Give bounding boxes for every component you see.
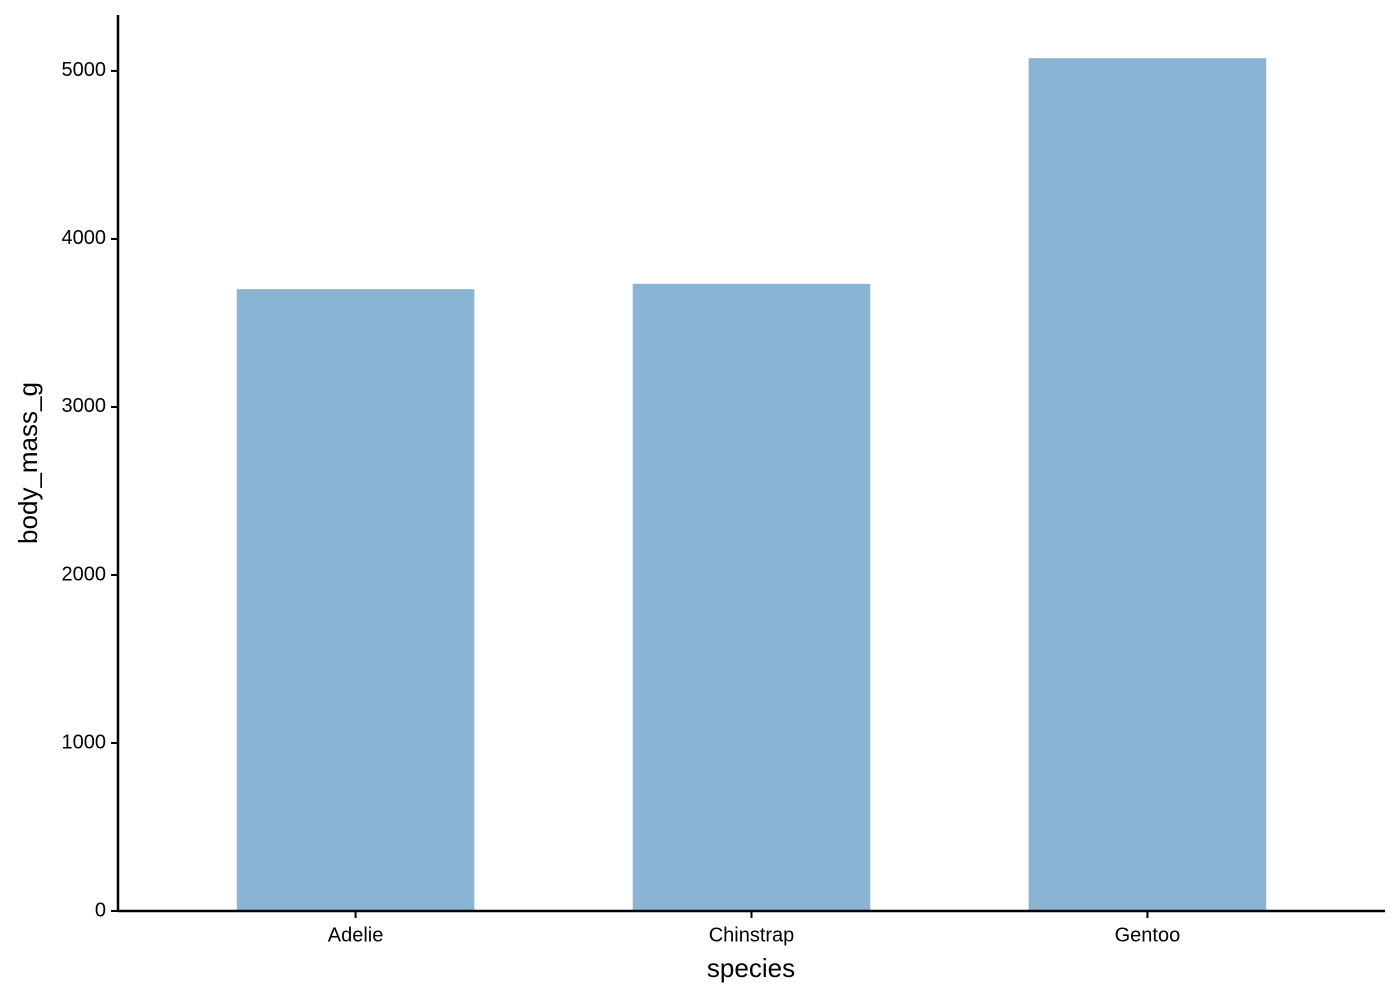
bar [632,283,871,912]
y-tick-label: 2000 [62,563,107,585]
y-tick-label: 4000 [62,227,107,249]
y-tick-label: 1000 [62,731,107,753]
y-tick-label: 5000 [62,59,107,81]
x-tick-label: Chinstrap [709,924,795,946]
y-tick-label: 0 [95,899,106,921]
y-tick-label: 3000 [62,395,107,417]
x-tick-label: Adelie [328,924,384,946]
y-axis-title: body_mass_g [13,382,43,544]
x-tick-label: Gentoo [1115,924,1181,946]
x-axis-title: species [707,953,795,983]
bar [1028,58,1267,911]
bar [236,289,475,912]
